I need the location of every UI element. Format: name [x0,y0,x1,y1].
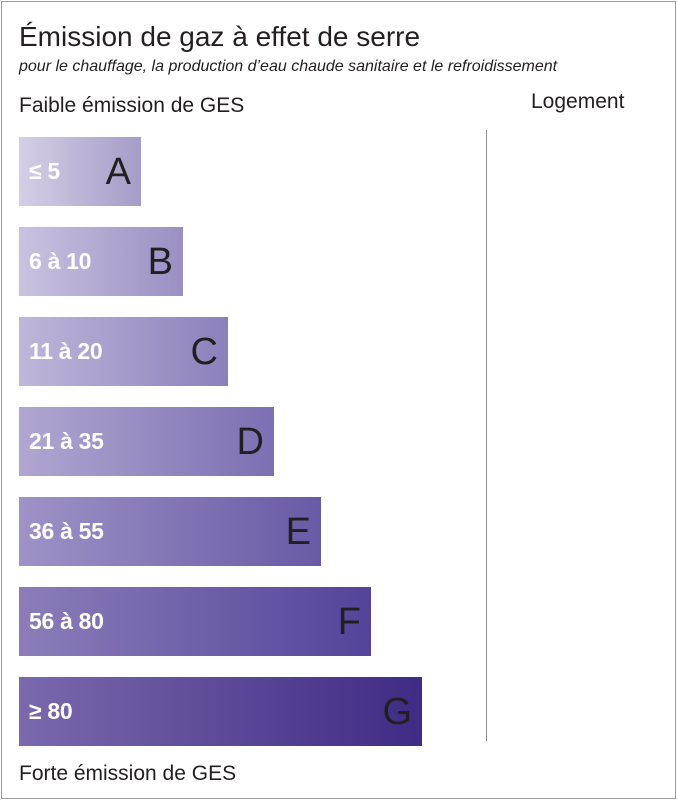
bar-range-label: 56 à 80 [29,608,104,634]
bar-range-label: 6 à 10 [29,248,92,274]
bar-class-letter: D [236,420,264,463]
bar-class-e: 36 à 55 E [19,497,321,566]
bar-range-label: ≥ 80 [29,698,73,724]
bar-range-label: 11 à 20 [29,338,103,364]
bar-class-f: 56 à 80 F [19,587,371,656]
bar-class-letter: A [105,150,131,193]
bar-class-letter: B [147,240,173,283]
chart-title: Émission de gaz à effet de serre [19,21,421,52]
scale-bottom-label: Forte émission de GES [19,762,237,785]
bar-range-label: 36 à 55 [29,518,104,544]
bar-class-d: 21 à 35 D [19,407,274,476]
bar-class-c: 11 à 20 C [19,317,228,386]
bar-class-g: ≥ 80 G [19,677,422,746]
bar-class-a: ≤ 5 A [19,137,141,206]
chart-subtitle: pour le chauffage, la production d’eau c… [19,58,558,75]
bar-class-letter: G [382,690,412,733]
bar-class-letter: E [285,510,311,553]
bar-range-label: 21 à 35 [29,428,104,454]
bar-class-b: 6 à 10 B [19,227,183,296]
scale-top-label: Faible émission de GES [19,94,245,117]
bar-class-letter: F [337,600,361,643]
column-divider [486,130,487,741]
bar-class-letter: C [190,330,218,373]
logement-column-header: Logement [531,90,625,113]
bar-range-label: ≤ 5 [29,158,60,184]
